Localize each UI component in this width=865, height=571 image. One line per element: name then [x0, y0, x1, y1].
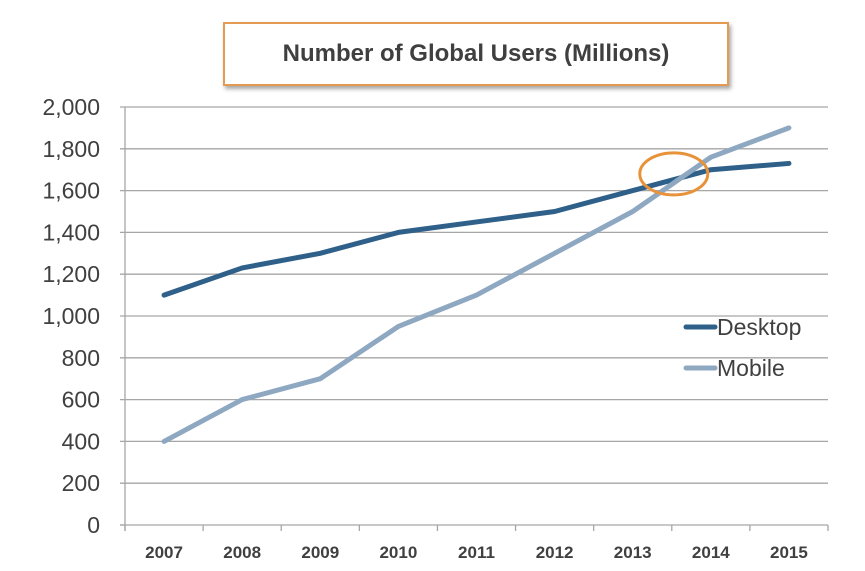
- series-lines: [161, 125, 792, 444]
- series-line-desktop: [161, 160, 792, 298]
- x-axis-ticks: 2007 2008 2009 2010 2011 2012 2013 2014 2015: [124, 525, 829, 562]
- x-tick-label: 2014: [692, 543, 730, 562]
- legend-label-desktop: Desktop: [717, 314, 801, 340]
- highlight-ellipse: [638, 151, 710, 197]
- y-tick-label: 1,800: [42, 136, 100, 162]
- x-tick-label: 2011: [458, 543, 495, 562]
- y-axis-ticks: 0 200 400 600 800 1,000 1,200 1,400 1,600 1,800 2,…: [42, 94, 100, 538]
- y-tick-label: 1,200: [42, 261, 100, 287]
- x-tick-label: 2015: [770, 543, 808, 562]
- y-tick-label: 1,400: [42, 219, 100, 245]
- y-tick-label: 0: [87, 512, 100, 538]
- y-tick-label: 400: [62, 428, 100, 454]
- y-tick-label: 1,600: [42, 178, 100, 204]
- x-tick-label: 2013: [614, 543, 652, 562]
- x-tick-label: 2012: [536, 543, 574, 562]
- x-tick-label: 2010: [379, 543, 417, 562]
- x-tick-label: 2008: [223, 543, 261, 562]
- y-tick-label: 600: [62, 387, 100, 413]
- y-tick-label: 1,000: [42, 303, 100, 329]
- annotations: [638, 151, 710, 197]
- y-tick-label: 200: [62, 470, 100, 496]
- y-tick-label: 800: [62, 345, 100, 371]
- gridlines: [120, 106, 828, 526]
- chart-title-box: Number of Global Users (Millions): [223, 22, 729, 86]
- axes: [120, 107, 828, 531]
- legend-label-mobile: Mobile: [717, 355, 785, 381]
- x-tick-label: 2007: [145, 543, 183, 562]
- y-tick-label: 2,000: [42, 94, 100, 120]
- legend: Desktop Mobile: [683, 314, 801, 381]
- chart-title: Number of Global Users (Millions): [282, 40, 670, 67]
- x-tick-label: 2009: [301, 543, 339, 562]
